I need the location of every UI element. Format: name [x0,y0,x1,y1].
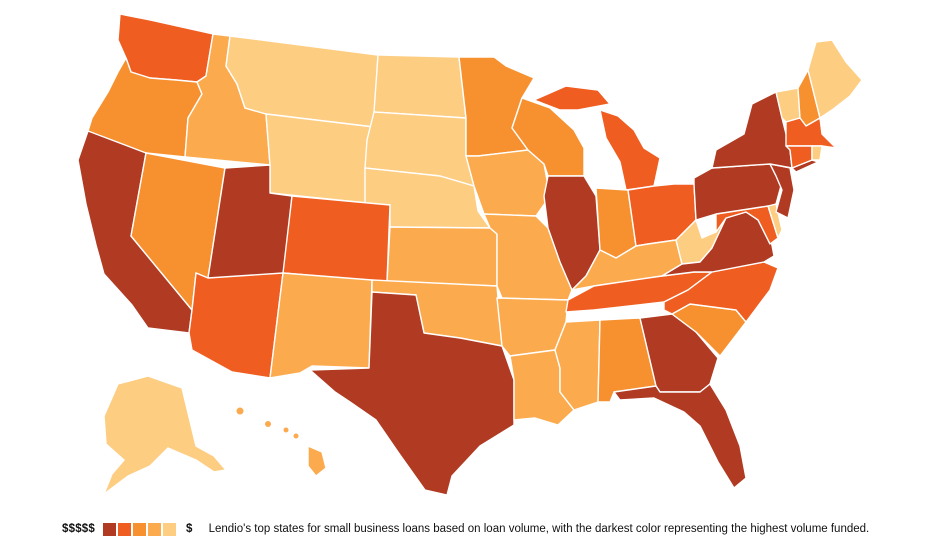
state-nc [663,261,779,323]
legend-swatch-tier3 [132,522,146,536]
state-wy [265,113,375,204]
state-fl [613,383,747,489]
legend-high-label: $$$$$ [62,523,95,535]
state-ia [465,149,551,217]
legend-caption: Lendio's top states for small business l… [208,523,870,535]
state-nd [373,54,467,119]
state-ks [386,226,498,287]
state-mi [533,85,661,191]
legend-low-label: $ [185,523,193,535]
legend-swatch-tier1 [102,522,116,536]
legend-swatches [102,522,178,536]
state-nm [269,272,373,379]
state-ak [103,375,227,495]
state-nj [769,163,795,219]
state-me [807,39,863,119]
state-co [282,195,391,283]
legend-swatch-tier2 [117,522,131,536]
state-ri [811,145,823,161]
state-tx [309,291,515,496]
state-ct [785,145,813,169]
state-az [188,272,284,379]
state-hi [236,407,327,477]
legend-swatch-tier4 [147,522,161,536]
map-legend: $$$$$ $ Lendio's top states for small bu… [62,519,869,539]
legend-swatch-tier5 [162,522,176,536]
state-ma [785,117,837,149]
